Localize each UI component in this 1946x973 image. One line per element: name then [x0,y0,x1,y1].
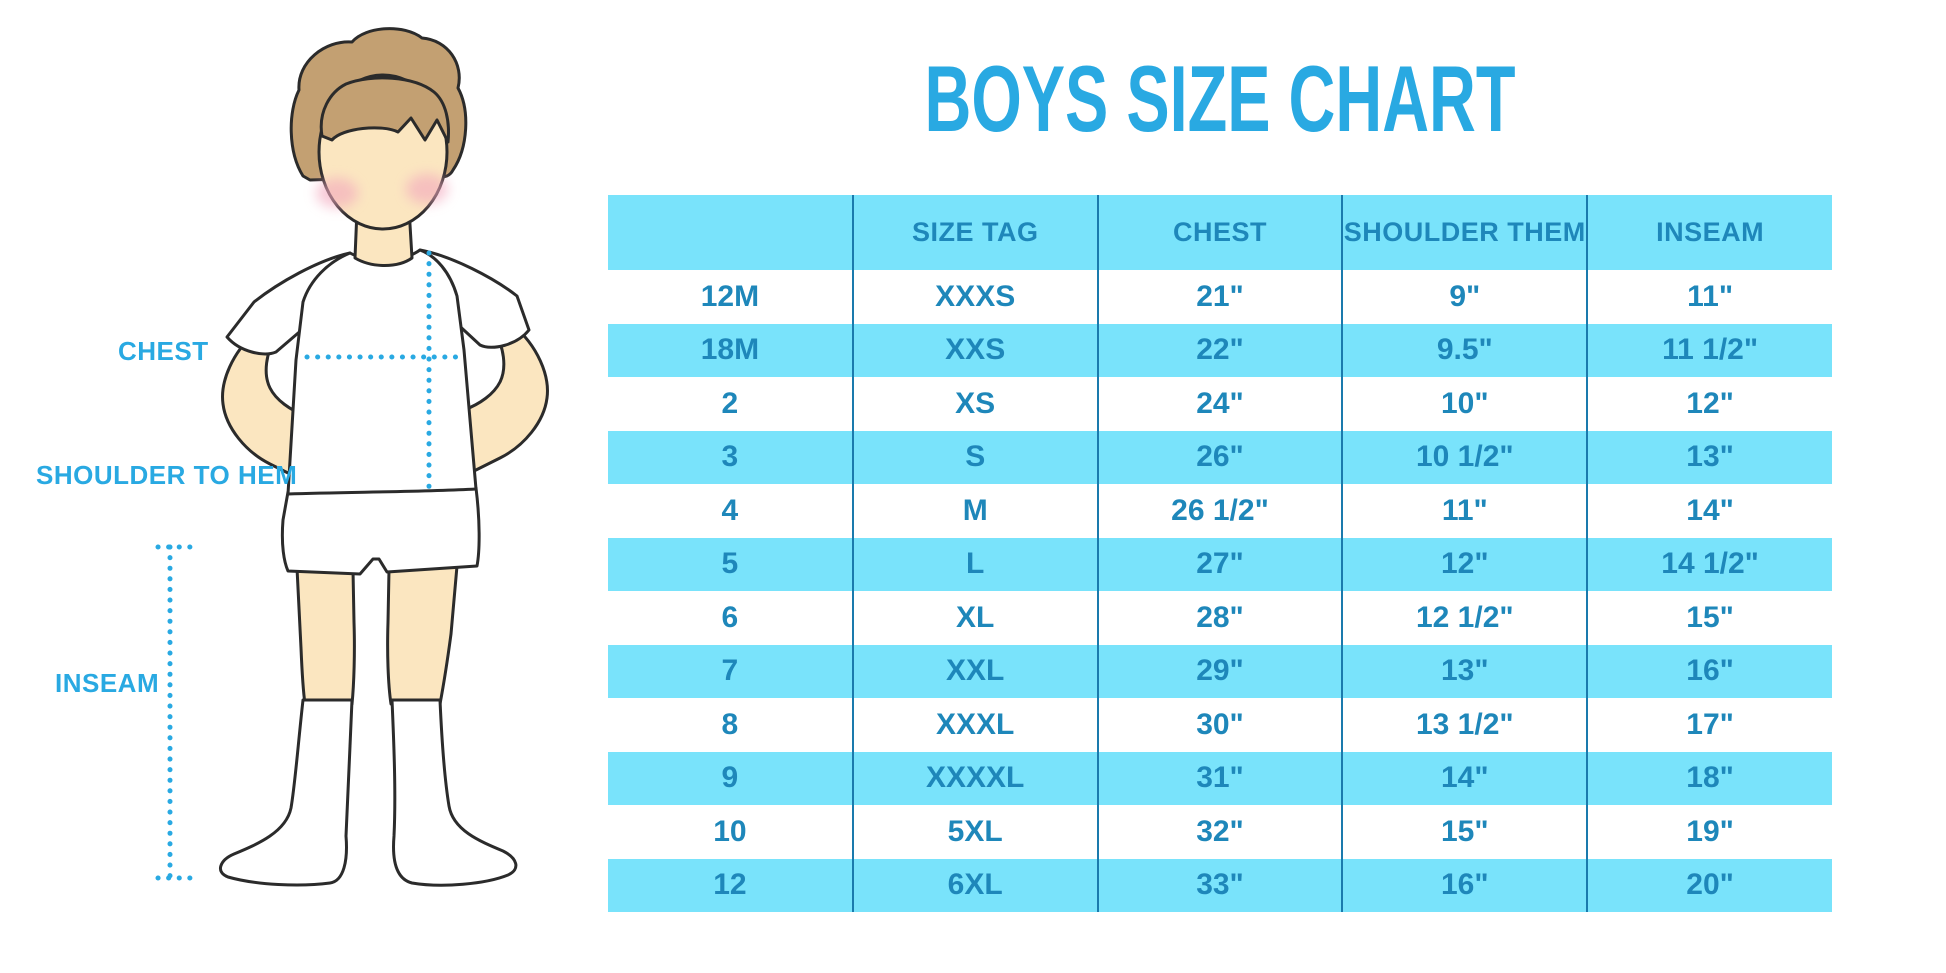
table-cell: 27" [1097,537,1344,591]
cheek-left [316,178,358,208]
table-cell: 14 1/2" [1587,537,1832,591]
column-header-inseam: INSEAM [1587,195,1832,270]
table-cell: 33" [1097,858,1344,912]
table-cell: 11" [1687,279,1734,313]
table-row: 3 S 26" 10 1/2" 13" [608,430,1832,484]
size-table-body: 12M XXXS 21" 9" 11" 18M XXS 22" 9.5" 11 1/2" 2 XS 24… [608,270,1832,912]
page-title: BOYS SIZE CHART [924,46,1516,151]
table-row: 2 XS 24" 10" 12" [608,377,1832,431]
table-cell: 26 1/2" [1097,484,1344,538]
table-cell: XXL [852,644,1099,698]
table-cell: 5XL [852,805,1099,859]
table-cell: 9.5" [1342,323,1589,377]
column-header-shoulder: SHOULDER THEM [1342,195,1589,270]
table-cell: 2 [608,377,854,431]
table-cell: 12" [1686,386,1734,420]
table-cell: 17" [1686,707,1734,741]
table-cell: 6XL [852,858,1099,912]
shirt-body [286,248,478,496]
table-cell: 21" [1097,270,1344,324]
boy-measurement-illustration [155,27,549,887]
header-row: SIZE TAG CHEST SHOULDER THEM INSEAM [608,195,1832,270]
table-cell: 8 [608,698,854,752]
shoulder-to-hem-label: SHOULDER TO HEM [36,460,298,490]
table-cell: 29" [1097,644,1344,698]
size-table: SIZE TAG CHEST SHOULDER THEM INSEAM 12M X… [608,195,1832,912]
table-cell: 28" [1097,591,1344,645]
table-cell: 15" [1686,600,1734,634]
table-row: 4 M 26 1/2" 11" 14" [608,484,1832,538]
column-header-chest: CHEST [1097,195,1344,270]
table-cell: XL [852,591,1099,645]
table-cell: 19" [1686,814,1734,848]
table-cell: L [852,537,1099,591]
table-cell: 13" [1342,644,1589,698]
table-cell: XXXXL [852,751,1099,805]
table-row: 9 XXXXL 31" 14" 18" [608,751,1832,805]
size-table-header: SIZE TAG CHEST SHOULDER THEM INSEAM [608,195,1832,270]
column-header-size-tag: SIZE TAG [852,195,1099,270]
left-leg [295,566,356,706]
right-leg [386,564,459,706]
table-cell: 12" [1342,537,1589,591]
table-cell: 11" [1342,484,1589,538]
left-arm [221,328,308,482]
right-arm [462,322,549,476]
table-cell: 30" [1097,698,1344,752]
table-cell: 14" [1342,751,1589,805]
table-cell: 15" [1342,805,1589,859]
chest-label: CHEST [118,336,209,366]
table-cell: 5 [608,537,854,591]
table-cell: 9" [1342,270,1589,324]
table-cell: 4 [608,484,854,538]
table-cell: 6 [608,591,854,645]
table-cell: 26" [1097,430,1344,484]
table-cell: 32" [1097,805,1344,859]
table-cell: 3 [608,430,854,484]
table-cell: 12 [608,858,854,912]
table-cell: S [852,430,1099,484]
table-cell: 20" [1587,858,1832,912]
table-cell: 18" [1587,751,1832,805]
table-cell: XXS [852,323,1099,377]
table-cell: 31" [1097,751,1344,805]
cheek-right [406,174,448,204]
table-row: 10 5XL 32" 15" 19" [608,805,1832,859]
table-cell: 10" [1342,377,1589,431]
table-row: 8 XXXL 30" 13 1/2" 17" [608,698,1832,752]
inseam-measure-line [155,544,193,881]
table-cell: 10 [608,805,854,859]
table-row: 5 L 27" 12" 14 1/2" [608,537,1832,591]
table-row: 6 XL 28" 12 1/2" 15" [608,591,1832,645]
table-cell: XXXL [852,698,1099,752]
column-header-size [608,195,854,270]
table-row: 12M XXXS 21" 9" 11" [608,270,1832,324]
table-cell: 14" [1686,493,1734,527]
table-cell: XS [852,377,1099,431]
table-cell: 9 [608,751,854,805]
table-cell: 16" [1587,644,1832,698]
table-row: 18M XXS 22" 9.5" 11 1/2" [608,323,1832,377]
table-cell: 24" [1097,377,1344,431]
table-row: 7 XXL 29" 13" 16" [608,644,1832,698]
table-cell: 16" [1342,858,1589,912]
table-cell: 12 1/2" [1342,591,1589,645]
hair-fringe [319,76,450,144]
left-sock [219,698,354,887]
table-cell: 22" [1097,323,1344,377]
shorts [280,486,481,576]
table-cell: 18M [608,323,854,377]
right-sock [390,698,518,887]
table-cell: M [852,484,1099,538]
table-cell: 12M [608,270,854,324]
inseam-label: INSEAM [55,668,160,698]
table-cell: XXXS [852,270,1099,324]
table-cell: 13 1/2" [1342,698,1589,752]
table-cell: 7 [608,644,854,698]
table-row: 12 6XL 33" 16" 20" [608,858,1832,912]
table-cell: 13" [1587,430,1832,484]
table-cell: 10 1/2" [1342,430,1589,484]
table-cell: 11 1/2" [1587,323,1832,377]
